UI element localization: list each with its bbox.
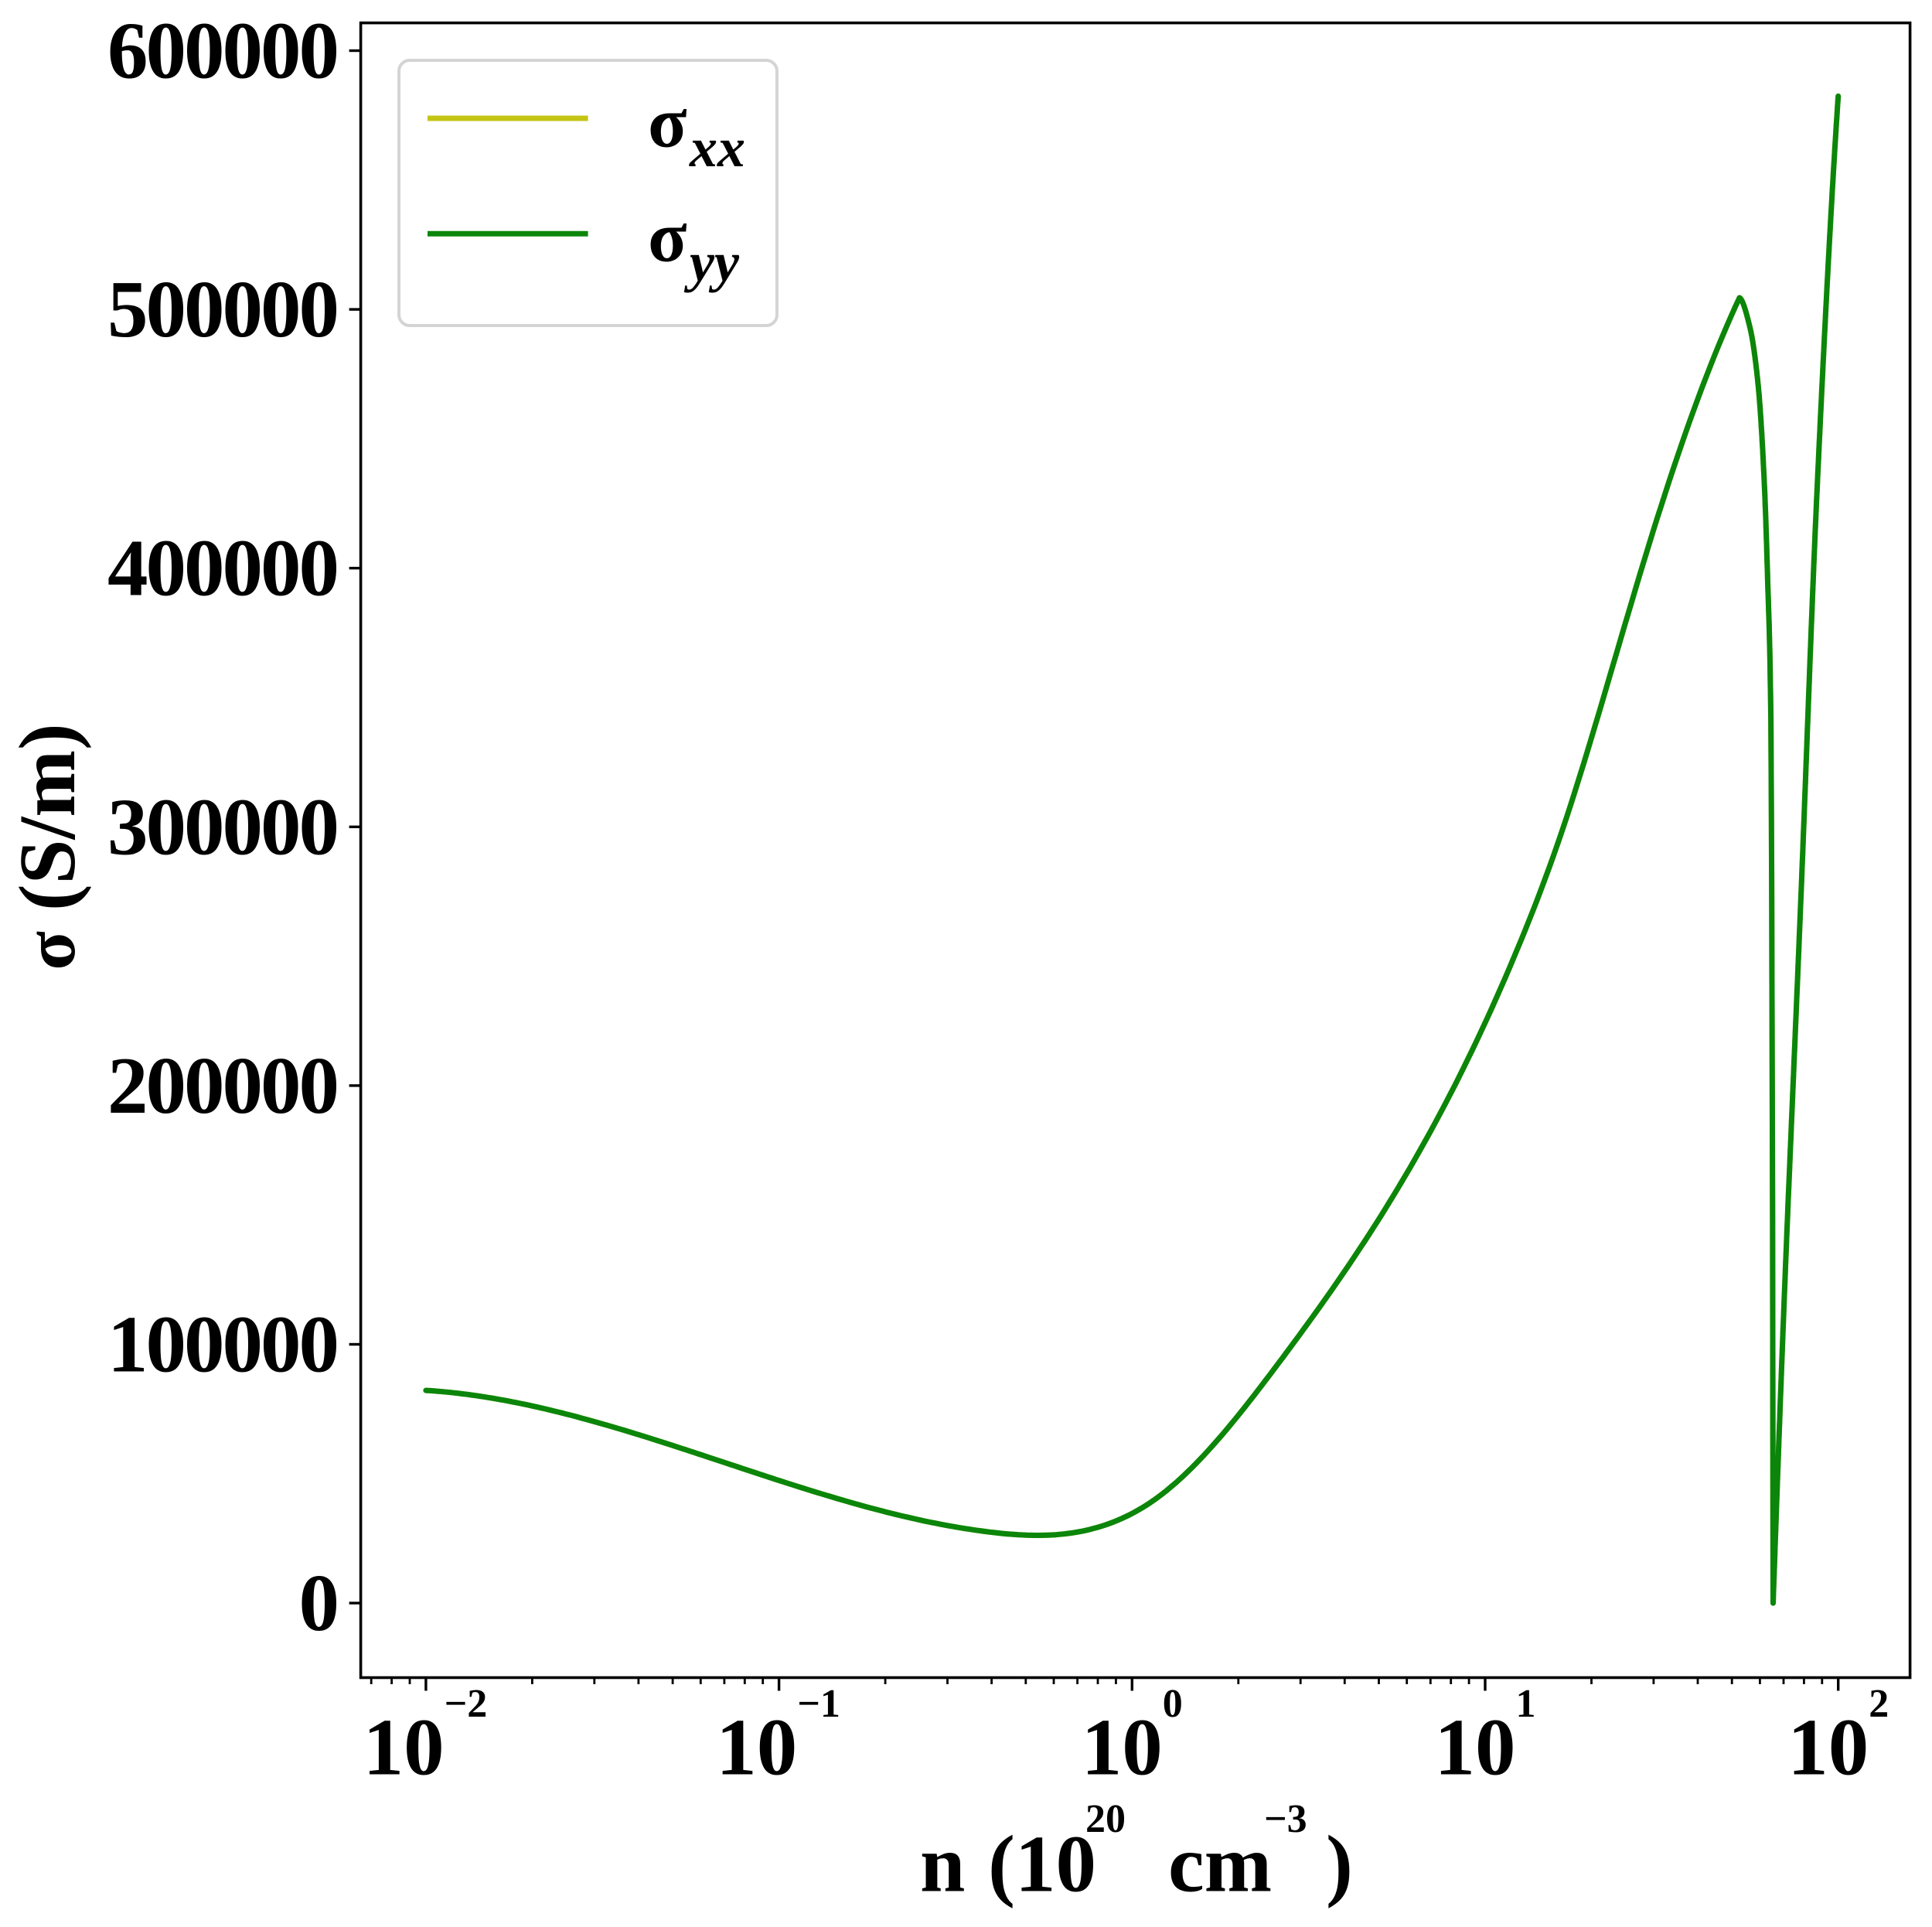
svg-text:0: 0 — [299, 1557, 340, 1648]
svg-text:400000: 400000 — [107, 523, 339, 613]
svg-text:): ) — [1326, 1819, 1353, 1909]
svg-text:300000: 300000 — [107, 781, 339, 871]
svg-text:σ: σ — [648, 84, 687, 163]
svg-text:200000: 200000 — [107, 1040, 339, 1131]
svg-text:cm: cm — [1168, 1819, 1272, 1909]
svg-text:100000: 100000 — [107, 1299, 339, 1390]
svg-text:xx: xx — [689, 117, 745, 179]
svg-text:σ: σ — [648, 197, 687, 277]
svg-text:(10: (10 — [988, 1819, 1096, 1909]
svg-text:yy: yy — [683, 231, 740, 293]
svg-text:600000: 600000 — [107, 5, 339, 96]
svg-text:n: n — [920, 1819, 965, 1909]
svg-text:20: 20 — [1085, 1797, 1126, 1841]
svg-text:500000: 500000 — [107, 264, 339, 354]
svg-text:σ (S/m): σ (S/m) — [3, 723, 92, 970]
svg-text:−3: −3 — [1264, 1797, 1307, 1841]
